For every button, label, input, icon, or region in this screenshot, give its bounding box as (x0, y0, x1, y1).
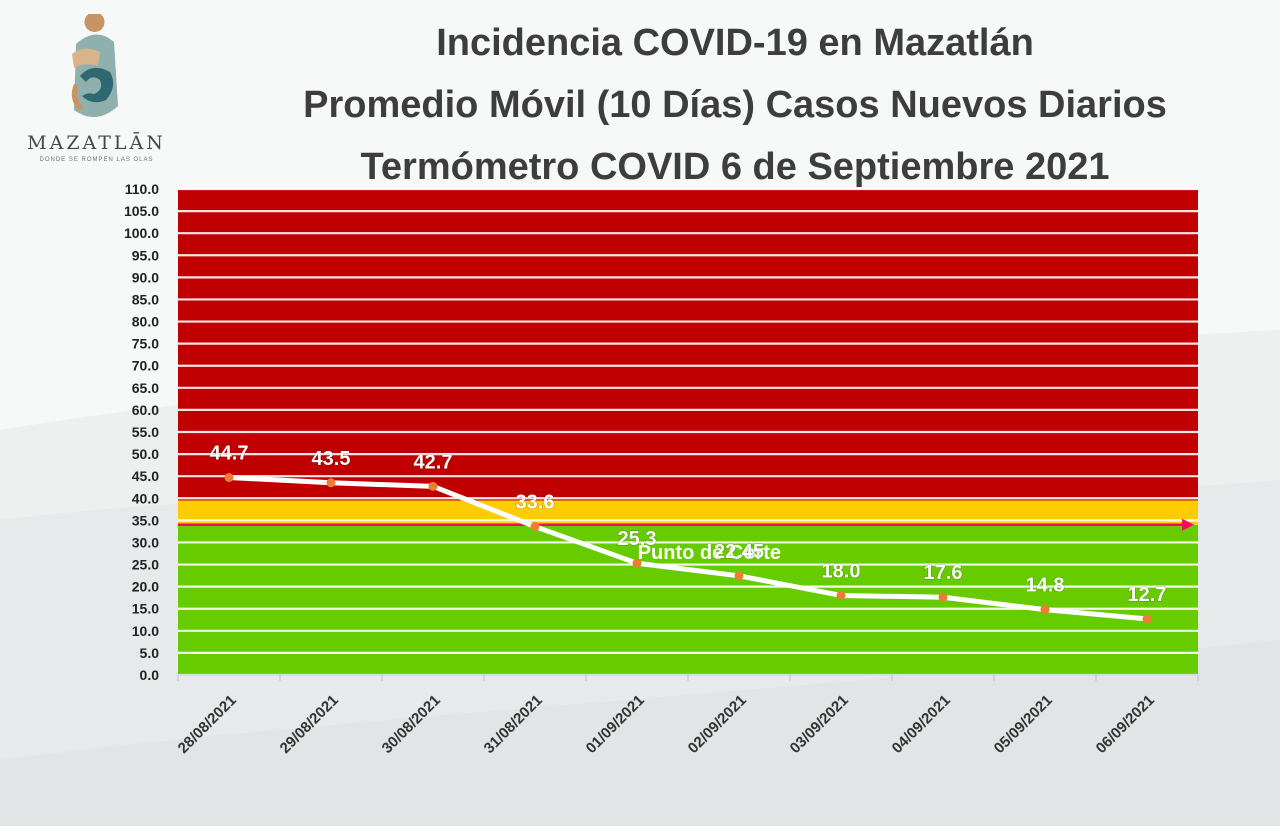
y-tick-label: 70.0 (132, 358, 159, 374)
y-tick-label: 75.0 (132, 336, 159, 352)
data-point (938, 592, 948, 602)
data-label: 42.7 (414, 451, 453, 473)
y-tick-label: 65.0 (132, 380, 159, 396)
gridlines (178, 187, 1198, 677)
x-tick-label: 31/08/2021 (481, 692, 546, 757)
x-axis: 28/08/2021 29/08/2021 30/08/2021 31/08/2021… (175, 675, 1199, 757)
shell-logo-icon (71, 12, 118, 118)
cutoff-label: Punto de Corte (638, 542, 781, 564)
cutoff-arrow-icon (1182, 518, 1194, 531)
y-tick-label: 30.0 (132, 534, 159, 550)
band-0 (178, 524, 1198, 675)
y-tick-label: 85.0 (132, 291, 159, 307)
chart-title: Incidencia COVID-19 en Mazatlán Promedio… (190, 12, 1280, 198)
x-tick-label: 02/09/2021 (685, 692, 750, 757)
data-point (1142, 614, 1152, 624)
band-2 (178, 189, 1198, 501)
data-point (326, 478, 336, 488)
y-tick-label: 35.0 (132, 512, 159, 528)
title-line-3: Termómetro COVID 6 de Septiembre 2021 (360, 146, 1110, 188)
mazatlan-logo: MAZATLĀN DONDE SE ROMPEN LAS OLAS (14, 12, 179, 174)
y-tick-label: 100.0 (124, 225, 159, 241)
y-tick-label: 10.0 (132, 623, 159, 639)
data-label: 14.8 (1026, 575, 1065, 597)
data-point (632, 558, 642, 568)
y-tick-label: 95.0 (132, 247, 159, 263)
x-tick-label: 03/09/2021 (787, 692, 852, 757)
title-line-2: Promedio Móvil (10 Días) Casos Nuevos Di… (303, 84, 1167, 126)
data-label: 43.5 (312, 448, 351, 470)
series-line-path (226, 475, 1150, 622)
y-tick-label: 25.0 (132, 557, 159, 573)
x-tick-label: 05/09/2021 (991, 692, 1056, 757)
logo-tagline: DONDE SE ROMPEN LAS OLAS (39, 157, 154, 163)
logo-wordmark: MAZATLĀN (27, 132, 166, 154)
x-tick-label: 01/09/2021 (583, 692, 648, 757)
data-point (428, 481, 438, 491)
y-tick-label: 55.0 (132, 424, 159, 440)
y-tick-label: 60.0 (132, 402, 159, 418)
threshold-bands (178, 189, 1198, 675)
x-tick-label: 29/08/2021 (277, 692, 342, 757)
y-tick-label: 0.0 (140, 667, 160, 683)
y-tick-label: 80.0 (132, 314, 159, 330)
data-point (1040, 605, 1050, 615)
y-tick-label: 50.0 (132, 446, 159, 462)
data-point (530, 522, 540, 532)
y-tick-label: 40.0 (132, 490, 159, 506)
data-label: 44.7 (210, 443, 249, 465)
data-label: 22.45 (714, 541, 764, 563)
y-tick-label: 45.0 (132, 468, 159, 484)
data-point (224, 473, 234, 483)
data-label: 25.3 (618, 528, 657, 550)
y-tick-label: 90.0 (132, 269, 159, 285)
x-tick-label: 28/08/2021 (175, 692, 240, 757)
y-tick-label: 105.0 (124, 203, 159, 219)
x-tick-label: 04/09/2021 (889, 692, 954, 757)
y-tick-label: 15.0 (132, 601, 159, 617)
data-label: 33.6 (516, 492, 555, 514)
y-tick-label: 110.0 (125, 181, 159, 197)
title-line-1: Incidencia COVID-19 en Mazatlán (436, 22, 1034, 64)
y-tick-label: 20.0 (132, 579, 159, 595)
cutoff-line: Punto de Corte (178, 518, 1194, 564)
data-labels: 44.7 43.5 42.7 33.6 25.3 22.45 18.0 17.6 14.8 12.… (209, 442, 1167, 606)
series-line (224, 473, 1152, 624)
data-label: 17.6 (924, 562, 963, 584)
data-point (734, 571, 744, 581)
x-tick-label: 06/09/2021 (1093, 692, 1158, 757)
data-label: 18.0 (822, 560, 861, 582)
y-tick-label: 5.0 (140, 645, 160, 661)
data-label: 12.7 (1128, 584, 1167, 606)
data-point (836, 590, 846, 600)
y-axis: 0.0 5.0 10.0 15.0 20.0 25.0 30.0 35.0 40.0 45.0 50… (124, 181, 159, 683)
x-tick-label: 30/08/2021 (379, 692, 444, 757)
